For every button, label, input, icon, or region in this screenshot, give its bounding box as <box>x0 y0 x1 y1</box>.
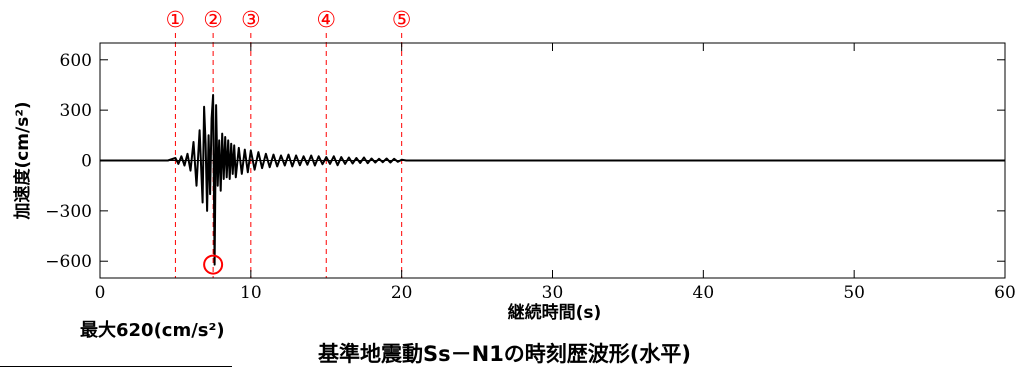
x-tick-label: 40 <box>693 283 715 303</box>
y-axis-title: 加速度(cm/s²) <box>12 101 33 220</box>
chart-title: 基準地震動Ss－N1の時刻歴波形(水平) <box>318 342 692 366</box>
y-tick-label: 300 <box>60 101 92 121</box>
x-tick-label: 60 <box>994 283 1016 303</box>
acceleration-waveform <box>100 94 1005 266</box>
axis-ticks: 0 10 20 30 40 50 60 −600 −300 0 300 600 <box>45 43 1016 303</box>
marker-label: ① <box>166 8 186 33</box>
x-tick-label: 0 <box>95 283 106 303</box>
marker-label: ④ <box>316 8 336 33</box>
y-tick-label: −600 <box>45 252 92 272</box>
marker-label: ② <box>203 8 223 33</box>
x-tick-label: 30 <box>542 283 564 303</box>
footnote-rule <box>0 366 232 367</box>
x-axis-title: 継続時間(s) <box>508 302 602 323</box>
marker-label: ⑤ <box>392 8 412 33</box>
marker-label: ③ <box>241 8 261 33</box>
x-tick-label: 10 <box>240 283 262 303</box>
peak-marker-circle <box>203 254 224 275</box>
x-tick-label: 20 <box>391 283 413 303</box>
x-tick-label: 50 <box>843 283 865 303</box>
y-tick-label: −300 <box>45 202 92 222</box>
peak-value-label: 最大620(cm/s²) <box>80 320 225 341</box>
y-tick-label: 0 <box>81 152 92 172</box>
y-tick-label: 600 <box>60 51 92 71</box>
